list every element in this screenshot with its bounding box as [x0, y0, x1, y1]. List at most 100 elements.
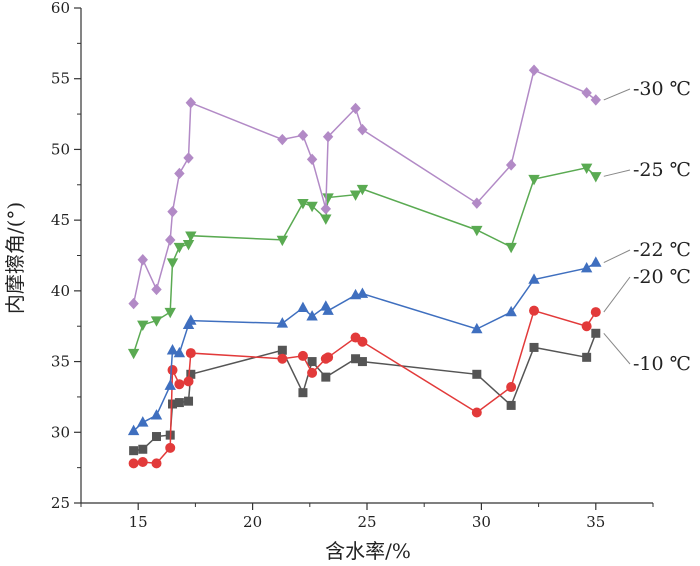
data-point [323, 352, 334, 363]
y-tick-label: 25 [51, 494, 70, 512]
data-point [173, 242, 186, 254]
data-point [183, 376, 194, 387]
data-point [357, 357, 367, 367]
data-point [276, 235, 289, 247]
data-point [277, 353, 288, 364]
series-2 [128, 305, 601, 469]
data-point [357, 123, 368, 136]
series-label: -20 ℃ [633, 266, 691, 288]
data-point [322, 304, 334, 315]
data-point [320, 203, 332, 215]
series-line [133, 261, 597, 432]
leader-line [603, 88, 631, 101]
data-point [151, 283, 162, 296]
data-point [590, 256, 602, 267]
leader-line [603, 169, 631, 177]
data-point [349, 190, 362, 201]
data-point [173, 346, 186, 358]
data-point [138, 444, 148, 454]
data-point [277, 345, 287, 355]
data-point [528, 64, 540, 76]
data-point [150, 316, 163, 327]
data-point [185, 314, 197, 325]
data-point [471, 322, 483, 334]
data-point [165, 234, 176, 246]
y-tick-label: 45 [51, 211, 70, 229]
data-point [164, 307, 176, 319]
data-point [529, 342, 539, 352]
data-point [276, 317, 289, 328]
x-tick-label: 30 [472, 513, 491, 531]
series-line [133, 309, 597, 465]
data-point [183, 152, 194, 164]
data-point [471, 225, 483, 237]
data-point [320, 214, 332, 225]
data-point [351, 354, 361, 364]
series-3 [127, 256, 602, 436]
y-axis-title: 内摩擦角/(°) [3, 202, 27, 314]
data-point [150, 409, 163, 420]
data-point [306, 201, 318, 213]
data-point [137, 320, 149, 331]
data-point [506, 400, 516, 410]
data-point [185, 348, 196, 359]
data-point [127, 424, 140, 436]
data-point [590, 172, 602, 183]
data-point [151, 458, 162, 469]
data-point [174, 167, 185, 180]
y-tick-label: 55 [51, 70, 70, 88]
data-point [185, 231, 197, 242]
data-point [152, 432, 162, 442]
x-tick-label: 25 [357, 513, 376, 531]
data-point [590, 94, 601, 106]
data-point [307, 357, 317, 367]
data-point [356, 287, 369, 298]
series-label: -10 ℃ [633, 353, 691, 375]
x-axis-title: 含水率/% [325, 539, 411, 563]
data-point [137, 416, 149, 427]
data-point [582, 352, 592, 362]
data-point [168, 399, 178, 409]
data-point [297, 301, 309, 313]
data-point [471, 407, 482, 418]
data-point [472, 369, 482, 379]
y-tick-label: 35 [51, 353, 70, 371]
data-point [298, 388, 308, 398]
y-tick-label: 50 [51, 140, 70, 158]
x-tick-label: 20 [243, 513, 262, 531]
data-point [581, 87, 592, 99]
data-point [127, 348, 140, 360]
data-point [186, 369, 196, 379]
data-point [184, 396, 194, 406]
data-point [166, 258, 179, 269]
data-point [350, 102, 361, 115]
series-1 [129, 328, 601, 456]
x-tick-label: 35 [586, 513, 605, 531]
axes: 25 30 35 40 45 50 55 60 15 20 25 30 35 [51, 0, 654, 531]
data-point [128, 458, 139, 469]
data-point [174, 398, 184, 408]
data-point [297, 129, 309, 141]
data-point [356, 184, 369, 196]
series-4 [127, 163, 602, 360]
data-point [357, 336, 368, 347]
data-point [182, 239, 195, 251]
data-point [137, 456, 148, 467]
y-tick-label: 40 [51, 282, 70, 300]
data-point [165, 442, 176, 453]
data-point [528, 174, 540, 186]
data-point [128, 297, 139, 310]
data-point [129, 446, 139, 456]
leader-line [603, 249, 631, 264]
data-point [297, 198, 309, 210]
data-point [167, 205, 178, 218]
data-point [321, 372, 331, 382]
series-line [132, 166, 597, 354]
data-point [307, 367, 318, 378]
data-point [322, 131, 334, 143]
series-label: -30 ℃ [633, 78, 691, 100]
data-point [174, 379, 185, 390]
y-tick-label: 60 [51, 0, 70, 17]
data-point [505, 305, 517, 317]
